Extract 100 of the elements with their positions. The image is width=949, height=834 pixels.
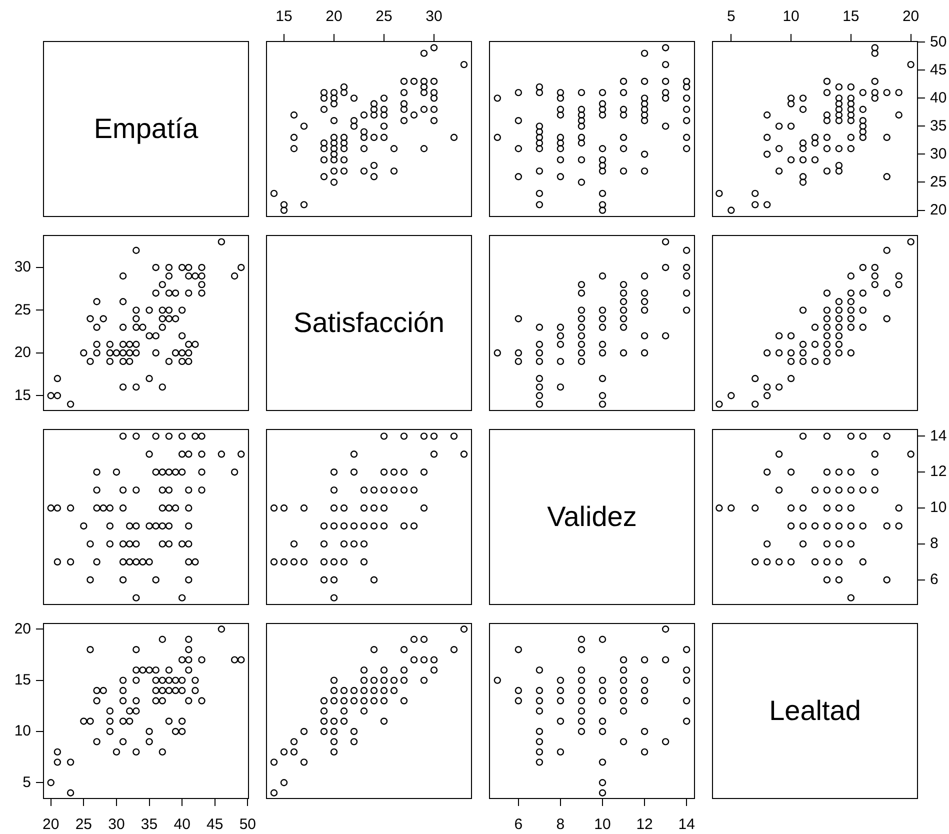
point <box>598 686 606 694</box>
point <box>460 450 468 458</box>
point <box>370 697 378 704</box>
point <box>775 383 783 391</box>
x-tick-label: 45 <box>206 816 224 834</box>
point <box>847 594 855 602</box>
point <box>330 486 338 494</box>
point <box>340 558 348 566</box>
point <box>620 324 628 331</box>
point <box>460 626 468 633</box>
point <box>598 718 606 725</box>
point <box>390 686 398 694</box>
point <box>598 676 606 684</box>
point <box>536 400 544 408</box>
y-tick-label: 5 <box>22 774 31 791</box>
point <box>280 558 288 566</box>
point <box>494 349 502 357</box>
point <box>320 697 328 704</box>
point <box>300 558 308 566</box>
point <box>823 332 831 340</box>
point <box>883 576 890 584</box>
point <box>556 383 564 391</box>
point <box>578 718 586 725</box>
x-tick-label: 6 <box>514 816 523 834</box>
point <box>682 697 690 704</box>
point <box>598 779 606 786</box>
point <box>640 676 648 684</box>
point <box>340 697 348 704</box>
text: Lealtad <box>769 695 861 727</box>
point <box>620 315 628 322</box>
point <box>330 594 338 602</box>
point <box>280 504 288 512</box>
point <box>536 728 544 736</box>
y-tick-label: 35 <box>930 117 947 134</box>
point <box>823 324 831 331</box>
point <box>859 486 867 494</box>
point <box>536 392 544 400</box>
point <box>763 349 771 357</box>
point <box>380 486 388 494</box>
x-tick-label: 12 <box>636 816 653 834</box>
point <box>859 522 867 530</box>
point <box>340 504 348 512</box>
point <box>330 558 338 566</box>
point <box>859 306 867 314</box>
point <box>682 646 690 654</box>
point <box>330 738 338 746</box>
point <box>775 332 783 340</box>
point <box>420 468 428 476</box>
point <box>430 432 438 440</box>
point <box>895 280 902 288</box>
point <box>847 432 855 440</box>
point <box>835 540 843 548</box>
point <box>859 289 867 297</box>
point <box>620 349 628 357</box>
point <box>640 306 648 314</box>
point <box>360 676 368 684</box>
point <box>640 349 648 357</box>
point <box>400 522 408 530</box>
point <box>380 504 388 512</box>
point <box>536 666 544 674</box>
point <box>350 522 358 530</box>
point <box>350 728 358 736</box>
point <box>430 450 438 458</box>
point <box>775 349 783 357</box>
point <box>514 686 522 694</box>
point <box>320 707 328 715</box>
point <box>620 656 628 664</box>
point <box>662 264 670 272</box>
point <box>390 468 398 476</box>
point <box>799 340 807 348</box>
point <box>450 432 458 440</box>
point <box>598 697 606 704</box>
point <box>847 486 855 494</box>
point <box>536 358 544 366</box>
point <box>400 666 408 674</box>
point <box>859 432 867 440</box>
point <box>752 558 759 566</box>
point <box>811 324 819 331</box>
y-tick-label: 45 <box>930 61 947 78</box>
y-tick-label: 10 <box>930 499 947 516</box>
point <box>320 540 328 548</box>
point <box>536 374 544 382</box>
point <box>330 718 338 725</box>
point <box>578 728 586 736</box>
point <box>536 349 544 357</box>
y-tick-label: 14 <box>930 427 947 444</box>
point <box>370 686 378 694</box>
point <box>300 728 308 736</box>
point <box>640 728 648 736</box>
point <box>823 340 831 348</box>
point <box>811 358 819 366</box>
point <box>536 697 544 704</box>
point <box>716 400 723 408</box>
x-tick-label: 5 <box>726 8 736 26</box>
point <box>847 306 855 314</box>
point <box>380 666 388 674</box>
text: Empatía <box>94 113 198 145</box>
point <box>823 522 831 530</box>
point <box>620 707 628 715</box>
x-tick-label: 15 <box>276 8 292 26</box>
